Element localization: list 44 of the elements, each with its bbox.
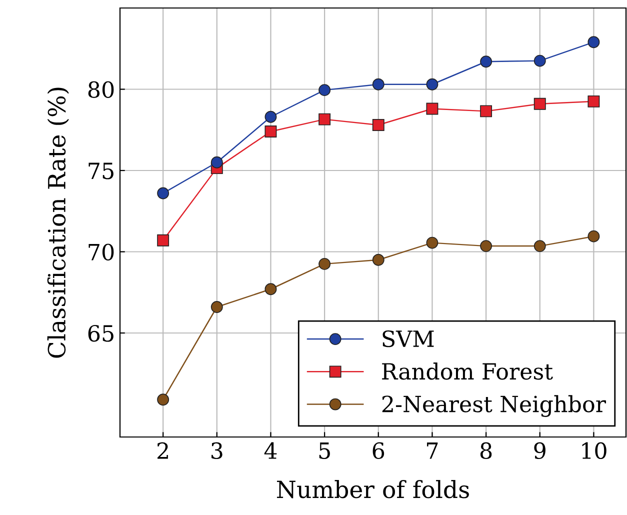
point	[210, 301, 223, 313]
x-tick-label: 5	[319, 442, 330, 460]
point	[534, 240, 546, 252]
x-tick-label: 6	[372, 442, 384, 460]
point	[157, 394, 170, 406]
y-tick-label: 80	[88, 81, 114, 98]
y-tick-label: 70	[88, 244, 114, 261]
x-axis-title: Number of folds	[276, 480, 469, 498]
point	[157, 234, 170, 246]
point	[264, 110, 277, 123]
point	[588, 230, 600, 242]
point	[588, 95, 600, 108]
x-tick-label: 8	[480, 442, 492, 460]
point	[480, 240, 492, 252]
x-tick-label: 10	[582, 442, 606, 460]
point	[264, 283, 277, 296]
legend-label: Random Forest	[382, 362, 553, 380]
point	[318, 113, 331, 126]
x-tick-label: 7	[427, 442, 438, 459]
point	[210, 156, 223, 168]
point	[588, 36, 600, 48]
point	[318, 84, 331, 96]
point	[534, 98, 546, 110]
x-tick-label: 3	[212, 442, 222, 460]
x-tick-label: 4	[264, 442, 277, 459]
y-axis-title: Classification Rate (%)	[47, 88, 69, 358]
point	[534, 54, 546, 67]
point	[157, 187, 170, 200]
point	[372, 78, 384, 90]
point	[480, 105, 492, 118]
point	[426, 236, 438, 249]
point	[372, 119, 384, 131]
point	[426, 102, 438, 115]
point	[264, 126, 277, 138]
point	[372, 254, 384, 266]
point	[426, 78, 438, 90]
y-tick-label: 75	[88, 162, 114, 180]
point	[480, 56, 492, 68]
legend-label: 2-Nearest Neighbor	[382, 395, 606, 417]
point	[318, 258, 331, 270]
x-tick-label: 9	[534, 442, 546, 460]
y-tick-label: 65	[88, 324, 114, 342]
x-tick-label: 2	[158, 442, 168, 459]
legend-label: SVM	[382, 330, 434, 348]
